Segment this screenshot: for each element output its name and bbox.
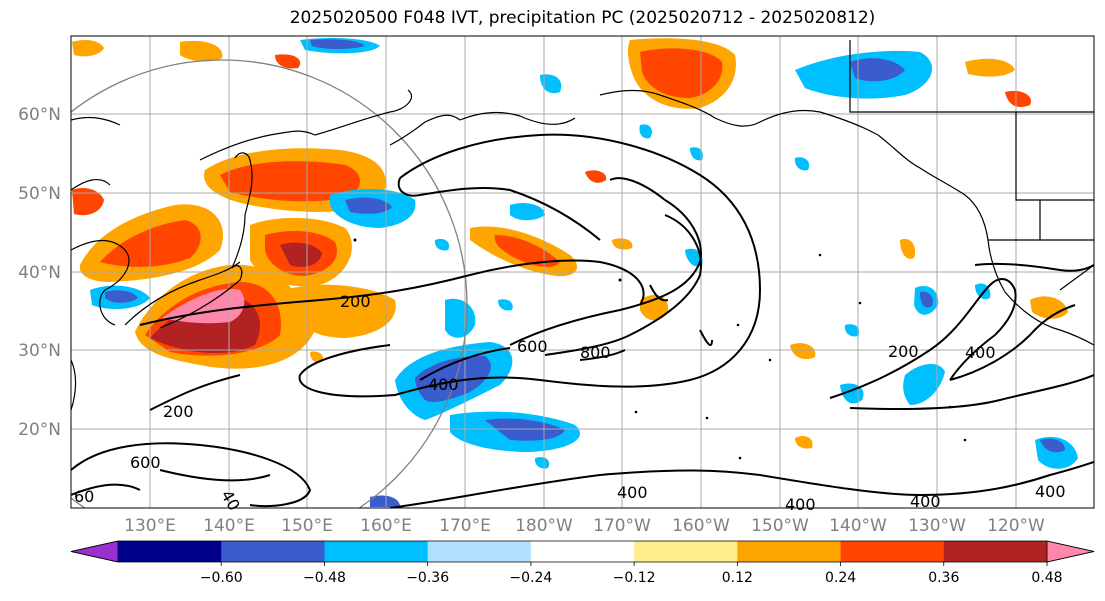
- colorbar-extend-min: [70, 540, 119, 563]
- lat-label: 40°N: [18, 263, 61, 283]
- lat-label: 30°N: [18, 341, 61, 361]
- contour-label: 400: [1035, 482, 1066, 501]
- warm-region: [795, 436, 813, 449]
- cool-region: [345, 197, 392, 214]
- colorbar-outline: [70, 540, 1095, 563]
- contour-label: 400: [785, 495, 816, 514]
- cool-region: [415, 355, 491, 403]
- lat-label: 20°N: [18, 420, 61, 440]
- cool-region: [498, 299, 513, 311]
- lon-label: 140°E: [203, 516, 255, 536]
- warm-region: [585, 170, 607, 183]
- island-dots: [353, 238, 967, 460]
- colorbar-segment: [737, 541, 842, 562]
- lon-label: 180°W: [515, 516, 573, 536]
- colorbar-tick-label: 0.48: [1031, 570, 1062, 586]
- colorbar-segment: [530, 541, 635, 562]
- contour-label: 60: [74, 487, 94, 506]
- warm-region: [285, 284, 396, 338]
- cool-region: [370, 495, 400, 507]
- contour-label: 200: [163, 402, 194, 421]
- colorbar: −0.60 −0.48 −0.36 −0.24 −0.12 0.12 0.24 0.36 0.4…: [70, 540, 1095, 586]
- lon-label: 160°E: [360, 516, 412, 536]
- colorbar-tick-label: 0.12: [722, 570, 753, 586]
- lon-label: 150°E: [281, 516, 333, 536]
- colorbar-tick-label: −0.24: [509, 570, 552, 586]
- warm-region: [220, 161, 360, 202]
- colorbar-tick-label: −0.60: [200, 570, 243, 586]
- colorbar-tick-label: −0.12: [613, 570, 656, 586]
- contour-label: 200: [340, 292, 371, 311]
- colorbar-segment: [634, 541, 738, 562]
- cool-region: [690, 147, 703, 161]
- colorbar-segment: [840, 541, 945, 562]
- cool-region: [510, 203, 545, 221]
- warm-region: [965, 58, 1015, 77]
- contour-label: 600: [130, 453, 161, 472]
- cool-region: [1040, 438, 1065, 453]
- ivt-contours: [71, 133, 1094, 508]
- warm-region: [72, 188, 104, 216]
- cool-region: [920, 291, 933, 308]
- longitude-labels: 130°E 140°E 150°E 160°E 170°E 180°W 170°…: [124, 516, 1045, 536]
- warm-region: [310, 351, 324, 363]
- contour-label: 400: [428, 375, 459, 394]
- colorbar-tick-label: −0.48: [303, 570, 346, 586]
- lon-label: 170°W: [593, 516, 651, 536]
- cool-region: [903, 364, 945, 405]
- warm-region: [900, 239, 916, 259]
- cool-region: [445, 298, 476, 338]
- latitude-labels: 60°N 50°N 40°N 30°N 20°N: [18, 105, 61, 440]
- contour-label: 800: [580, 343, 611, 362]
- contour-label: 400: [617, 483, 648, 502]
- coastlines: [71, 40, 1094, 411]
- lon-label: 120°W: [987, 516, 1045, 536]
- contour-label: 600: [517, 337, 548, 356]
- cool-region: [844, 324, 860, 337]
- range-circle: [71, 59, 468, 508]
- cool-region: [434, 238, 450, 251]
- map-frame: [70, 35, 1095, 509]
- lon-label: 130°E: [124, 516, 176, 536]
- colorbar-segment: [943, 541, 1048, 562]
- warm-region: [275, 54, 301, 69]
- precipitation-shading: [72, 38, 1078, 507]
- lon-label: 140°W: [829, 516, 887, 536]
- lon-label: 130°W: [908, 516, 966, 536]
- colorbar-extend-max: [1046, 540, 1095, 563]
- lat-label: 50°N: [18, 184, 61, 204]
- warm-region: [72, 40, 104, 57]
- cool-region: [540, 74, 562, 94]
- cool-region: [105, 290, 138, 303]
- cool-region: [534, 457, 550, 469]
- cool-region: [485, 418, 565, 441]
- lon-label: 160°W: [672, 516, 730, 536]
- colorbar-segment: [324, 541, 429, 562]
- cool-region: [850, 58, 905, 82]
- colorbar-segment: [427, 541, 532, 562]
- warm-region: [640, 48, 723, 98]
- colorbar-segment: [221, 541, 325, 562]
- lon-label: 150°W: [751, 516, 809, 536]
- cool-region: [685, 248, 703, 267]
- cool-region: [794, 157, 810, 171]
- warm-region: [280, 242, 322, 267]
- warm-region: [180, 40, 223, 62]
- cool-region: [310, 39, 365, 49]
- contour-label: 400: [965, 343, 996, 362]
- contour-label: 400: [910, 492, 941, 511]
- lat-label: 60°N: [18, 105, 61, 125]
- warm-region: [790, 343, 816, 360]
- contour-label: 200: [888, 342, 919, 361]
- colorbar-tick-label: 0.36: [928, 570, 959, 586]
- cool-region: [639, 124, 652, 139]
- colorbar-tick-label: 0.24: [825, 570, 856, 586]
- lon-label: 170°E: [439, 516, 491, 536]
- figure-title: 2025020500 F048 IVT, precipitation PC (2…: [289, 8, 876, 28]
- colorbar-segment: [118, 541, 222, 562]
- colorbar-tick-label: −0.36: [406, 570, 449, 586]
- warm-region: [1005, 90, 1031, 108]
